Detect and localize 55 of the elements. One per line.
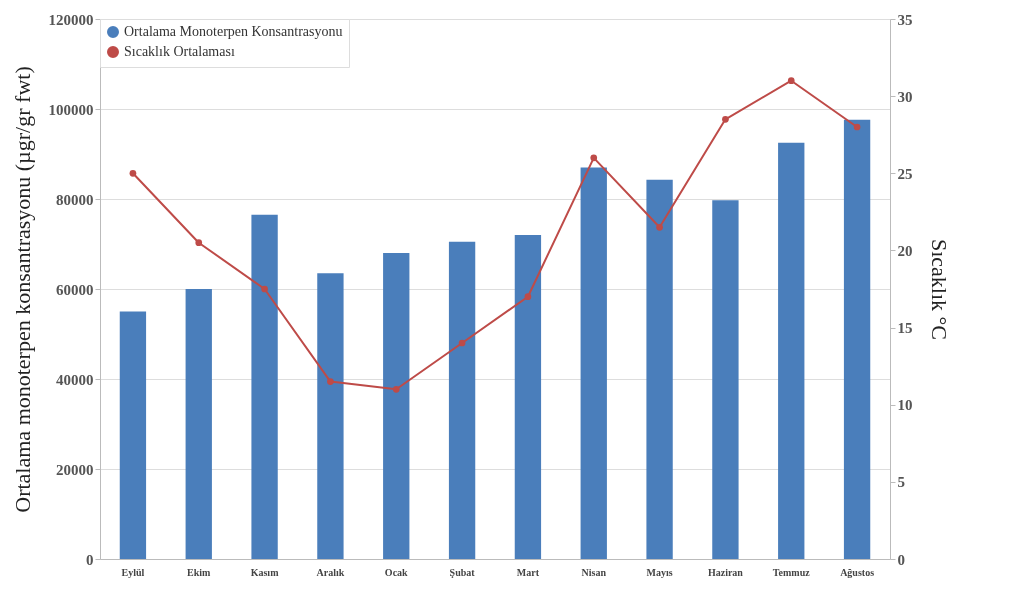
x-tick-label: Haziran [707,566,744,578]
y-tick-label: 20000 [56,461,94,478]
x-tick-label: Ağustos [840,566,875,578]
y2-tick-label: 35 [897,11,913,28]
bar [185,289,212,559]
point [261,285,268,293]
x-tick-label: Mart [516,566,540,578]
x-tick-label: Ocak [384,566,409,578]
y-tick-label: 120000 [48,11,94,28]
point [458,339,466,347]
y-tick-label: 100000 [48,101,94,118]
point [722,115,729,123]
legend-label: Ortalama Monoterpen Konsantrasyonu [124,24,343,39]
bar [514,235,542,559]
point [195,239,203,247]
y2-tick-label: 25 [897,165,913,182]
point [656,223,663,231]
bar [580,167,607,559]
y2-axis-title: Sıcaklık °C [926,238,952,341]
y2-tick-label: 20 [897,242,913,259]
legend-label: Sıcaklık Ortalaması [124,44,235,59]
point [524,293,532,301]
bar [119,311,147,559]
bar [843,119,871,559]
x-tick-label: Ekim [187,566,212,578]
bar [646,179,673,559]
y-tick-label: 60000 [56,281,94,298]
x-tick-label: Eylül [121,566,145,578]
y-tick-label: 40000 [56,371,94,388]
bar [778,142,805,559]
bar [383,253,410,559]
y2-tick-label: 10 [897,397,913,414]
point [787,77,795,85]
point [327,378,334,385]
point [129,169,137,177]
y2-tick-label: 0 [897,551,905,568]
x-tick-label: Kasım [250,566,280,578]
bar [448,241,476,559]
bar [251,214,278,559]
y2-tick-label: 30 [897,88,913,105]
bar [317,273,344,559]
x-tick-label: Şubat [449,566,476,578]
x-tick-label: Nisan [581,566,607,578]
y2-tick-label: 5 [897,474,905,491]
point [590,154,598,162]
point [853,123,861,131]
x-tick-label: Temmuz [772,566,811,578]
x-tick-label: Mayıs [646,566,673,578]
y-tick-label: 80000 [56,191,94,208]
y-axis-title: Ortalama monoterpen konsantrasyonu (µgr/gr fwt) [9,66,35,513]
x-tick-label: Aralık [316,566,345,578]
point [392,385,400,393]
y2-tick-label: 15 [897,320,913,337]
bar [712,200,739,559]
y-tick-label: 0 [86,551,94,568]
